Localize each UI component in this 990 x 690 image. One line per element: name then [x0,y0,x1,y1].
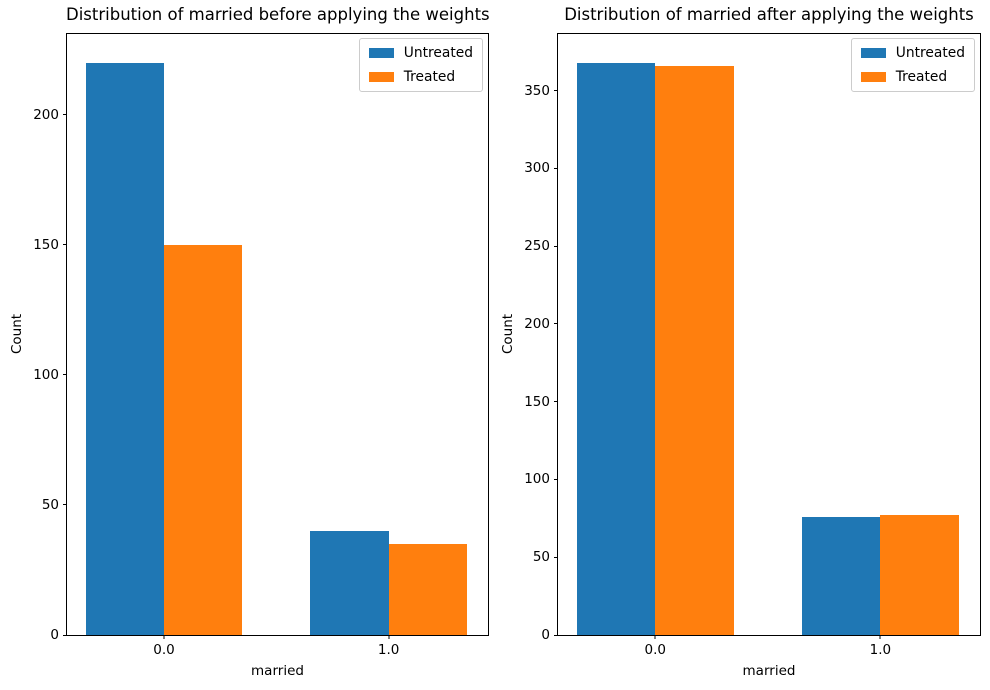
bar-untreated-1.0 [801,516,881,635]
plot-area: 0 50 100 150 200 250 300 350 0.0 1.0 Untreated Trea… [524,33,981,658]
y-tick-label: 50 [532,549,550,566]
legend-item-treated: Treated [860,69,965,85]
x-tick-mark [654,635,656,639]
y-tick-mark [63,634,67,636]
legend-item-untreated: Untreated [368,45,473,61]
legend-swatch-treated [860,72,886,82]
x-tick-label: 0.0 [153,642,175,658]
y-tick-mark [63,374,67,376]
x-axis-label: married [251,663,304,679]
y-tick-label: 50 [41,496,59,513]
legend: Untreated Treated [358,38,483,92]
legend-label-untreated: Untreated [403,45,473,61]
legend-item-treated: Treated [368,69,473,85]
y-tick-label: 200 [33,106,59,123]
chart-title: Distribution of married before applying … [66,5,490,24]
y-tick-label: 200 [524,315,550,332]
legend-swatch-untreated [368,48,394,58]
legend-swatch-untreated [860,48,886,58]
bar-treated-0.0 [655,65,734,635]
chart-title: Distribution of married after applying t… [564,5,974,24]
y-tick-label: 150 [33,236,59,253]
y-tick-mark [554,556,558,558]
legend-label-untreated: Untreated [895,45,965,61]
y-tick-label: 300 [524,160,550,177]
y-tick-label: 150 [524,393,550,410]
legend-swatch-treated [368,72,394,82]
y-tick-mark [554,634,558,636]
legend-label-treated: Treated [403,69,456,85]
y-tick-mark [63,114,67,116]
bar-untreated-0.0 [576,62,656,635]
y-tick-label: 100 [524,471,550,488]
bar-untreated-1.0 [310,530,389,635]
y-tick-mark [554,323,558,325]
y-tick-mark [63,244,67,246]
y-tick-label: 100 [33,366,59,383]
y-tick-label: 0 [541,627,550,643]
y-tick-mark [554,90,558,92]
x-tick-mark [879,635,881,639]
plot-area: 0 50 100 150 200 0.0 1.0 Untreated Treated [33,33,489,658]
x-tick-label: 1.0 [377,642,400,658]
y-tick-mark [554,401,558,403]
y-tick-label: 350 [524,82,550,99]
y-tick-mark [554,167,558,169]
x-axis-label: married [742,663,796,679]
bar-treated-0.0 [164,244,243,635]
legend-label-treated: Treated [895,69,948,85]
y-tick-mark [554,245,558,247]
x-tick-mark [163,635,165,639]
x-tick-mark [388,635,390,639]
x-tick-label: 1.0 [869,642,892,658]
y-tick-label: 250 [524,238,550,255]
x-tick-label: 0.0 [644,642,667,658]
bar-untreated-0.0 [85,62,165,635]
bar-treated-1.0 [880,515,959,635]
y-tick-mark [554,478,558,480]
y-tick-label: 0 [50,627,59,643]
legend: Untreated Treated [850,38,975,92]
y-axis-label: Count [500,313,516,355]
y-tick-mark [63,504,67,506]
y-axis-label: Count [9,313,25,355]
legend-item-untreated: Untreated [860,45,965,61]
bar-treated-1.0 [388,543,467,635]
